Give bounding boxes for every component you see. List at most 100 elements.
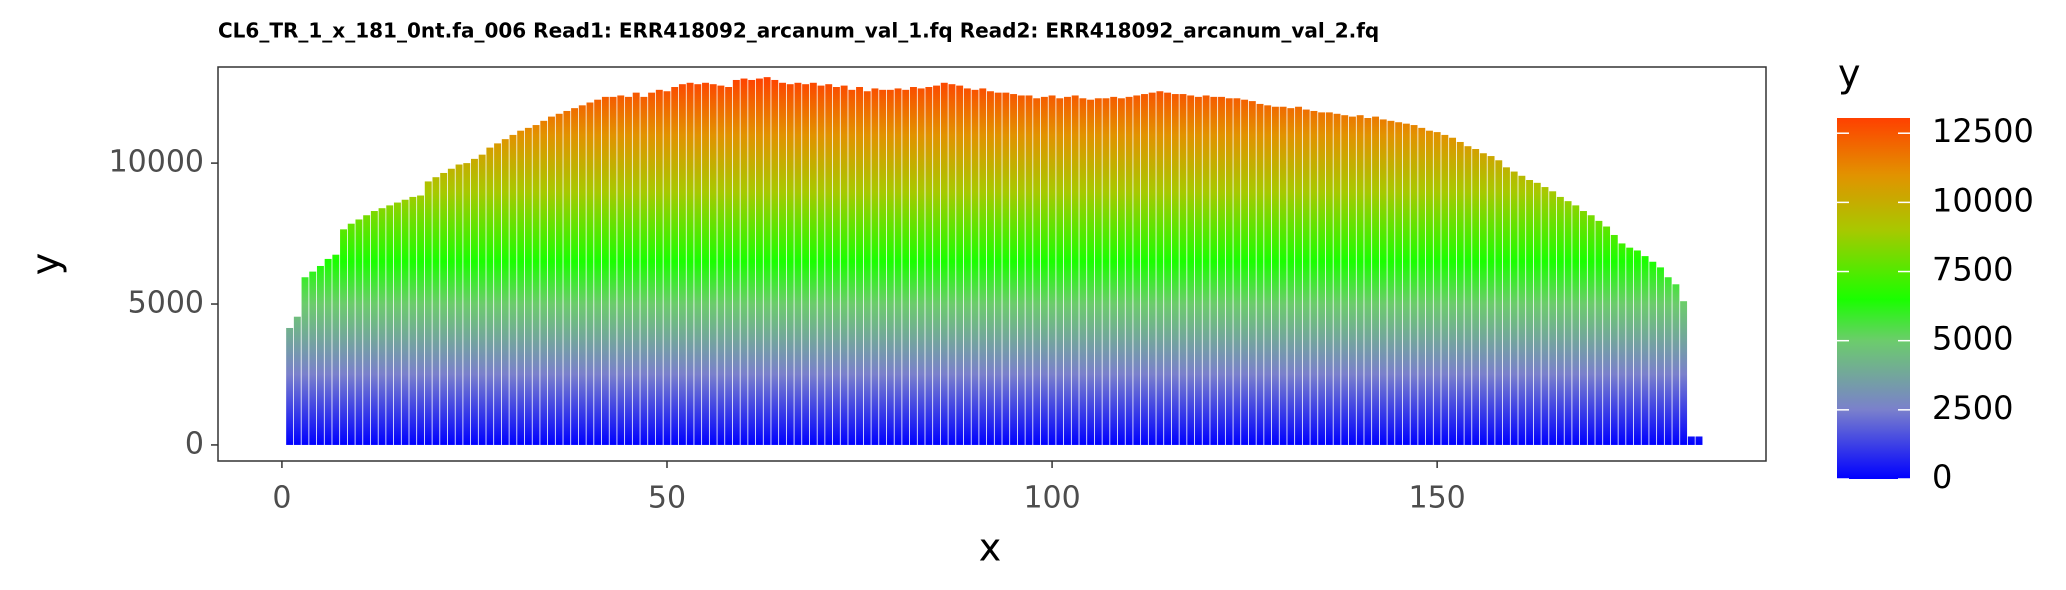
bar	[1233, 98, 1241, 445]
bar	[909, 87, 917, 445]
bar	[1210, 96, 1218, 445]
bar	[709, 84, 717, 445]
bar	[832, 87, 840, 445]
bar	[994, 92, 1002, 445]
bar	[1680, 301, 1688, 445]
bar	[363, 215, 371, 445]
bar	[563, 110, 571, 445]
bar	[424, 181, 432, 445]
bar	[1094, 98, 1102, 445]
bar	[1179, 94, 1187, 445]
bar	[594, 99, 602, 445]
bar	[609, 96, 617, 445]
bar	[1402, 123, 1410, 445]
bar	[917, 88, 925, 445]
bar	[1025, 95, 1033, 445]
plot-frame	[217, 66, 1767, 462]
bar	[1603, 226, 1611, 445]
bar	[1318, 112, 1326, 445]
bar	[655, 89, 663, 445]
bar	[1218, 96, 1225, 445]
bar	[1187, 95, 1195, 445]
bar	[1626, 247, 1634, 445]
bar	[894, 88, 902, 445]
bar	[1156, 91, 1164, 445]
bar	[1526, 180, 1534, 445]
x-tick-label: 0	[272, 481, 291, 516]
bar	[755, 78, 763, 445]
bar	[794, 82, 802, 445]
legend-label: 7500	[1932, 251, 2013, 289]
bar	[1341, 115, 1349, 445]
bar	[1587, 215, 1595, 445]
x-tick-label: 100	[1023, 481, 1080, 516]
bar	[1487, 156, 1495, 445]
x-tick-label: 50	[648, 481, 686, 516]
bar	[332, 254, 340, 445]
bar	[648, 92, 656, 445]
y-tick-label: 5000	[128, 286, 204, 321]
bar	[586, 102, 594, 445]
bar	[1387, 120, 1395, 445]
bar	[694, 84, 702, 445]
bar	[1256, 103, 1264, 445]
bar	[1040, 96, 1048, 445]
bar	[517, 130, 525, 445]
bar	[301, 277, 309, 445]
bar	[370, 211, 378, 445]
bar	[902, 89, 910, 445]
bar	[1348, 116, 1356, 445]
bar	[1310, 110, 1318, 445]
bar	[1171, 94, 1179, 445]
chart-title: CL6_TR_1_x_181_0nt.fa_006 Read1: ERR4180…	[218, 19, 1379, 43]
legend-label: 5000	[1932, 320, 2013, 358]
bar	[971, 89, 979, 445]
bar	[1464, 146, 1472, 445]
bar	[1641, 256, 1649, 445]
bar	[532, 125, 540, 445]
y-tick-label: 10000	[109, 145, 204, 180]
bar	[1064, 96, 1071, 445]
bar	[809, 82, 817, 445]
bar	[848, 89, 856, 445]
bar	[347, 223, 355, 445]
bar	[817, 85, 825, 445]
bar	[686, 82, 694, 445]
bar	[1510, 171, 1518, 445]
bar	[293, 316, 301, 445]
bar	[1148, 92, 1156, 445]
bar	[779, 82, 786, 445]
bar	[355, 219, 363, 445]
bar	[1110, 96, 1118, 445]
legend-label: 2500	[1932, 389, 2013, 427]
bar	[1556, 196, 1564, 445]
bar	[725, 87, 733, 445]
bar	[447, 168, 455, 445]
bar	[879, 89, 887, 445]
bar	[417, 195, 425, 445]
bar	[863, 91, 871, 445]
bar	[1164, 92, 1172, 445]
bar	[640, 96, 648, 445]
bar	[786, 84, 794, 445]
bar	[1048, 95, 1056, 445]
bar	[1595, 220, 1603, 445]
bar	[1133, 95, 1141, 445]
bar	[1456, 141, 1464, 445]
legend-title: y	[1838, 52, 1861, 96]
bar	[871, 88, 879, 445]
bar	[1687, 436, 1695, 445]
bar	[1364, 118, 1372, 445]
bar	[1449, 137, 1457, 445]
bar	[555, 113, 563, 445]
bar	[1010, 94, 1018, 445]
bar	[1580, 211, 1587, 445]
bar	[1295, 106, 1302, 445]
bar	[1002, 92, 1010, 445]
bar	[1071, 95, 1079, 445]
bar	[1633, 250, 1641, 445]
bar	[671, 87, 679, 445]
bar	[286, 327, 294, 445]
bar	[1433, 132, 1441, 445]
bar	[1325, 112, 1333, 445]
